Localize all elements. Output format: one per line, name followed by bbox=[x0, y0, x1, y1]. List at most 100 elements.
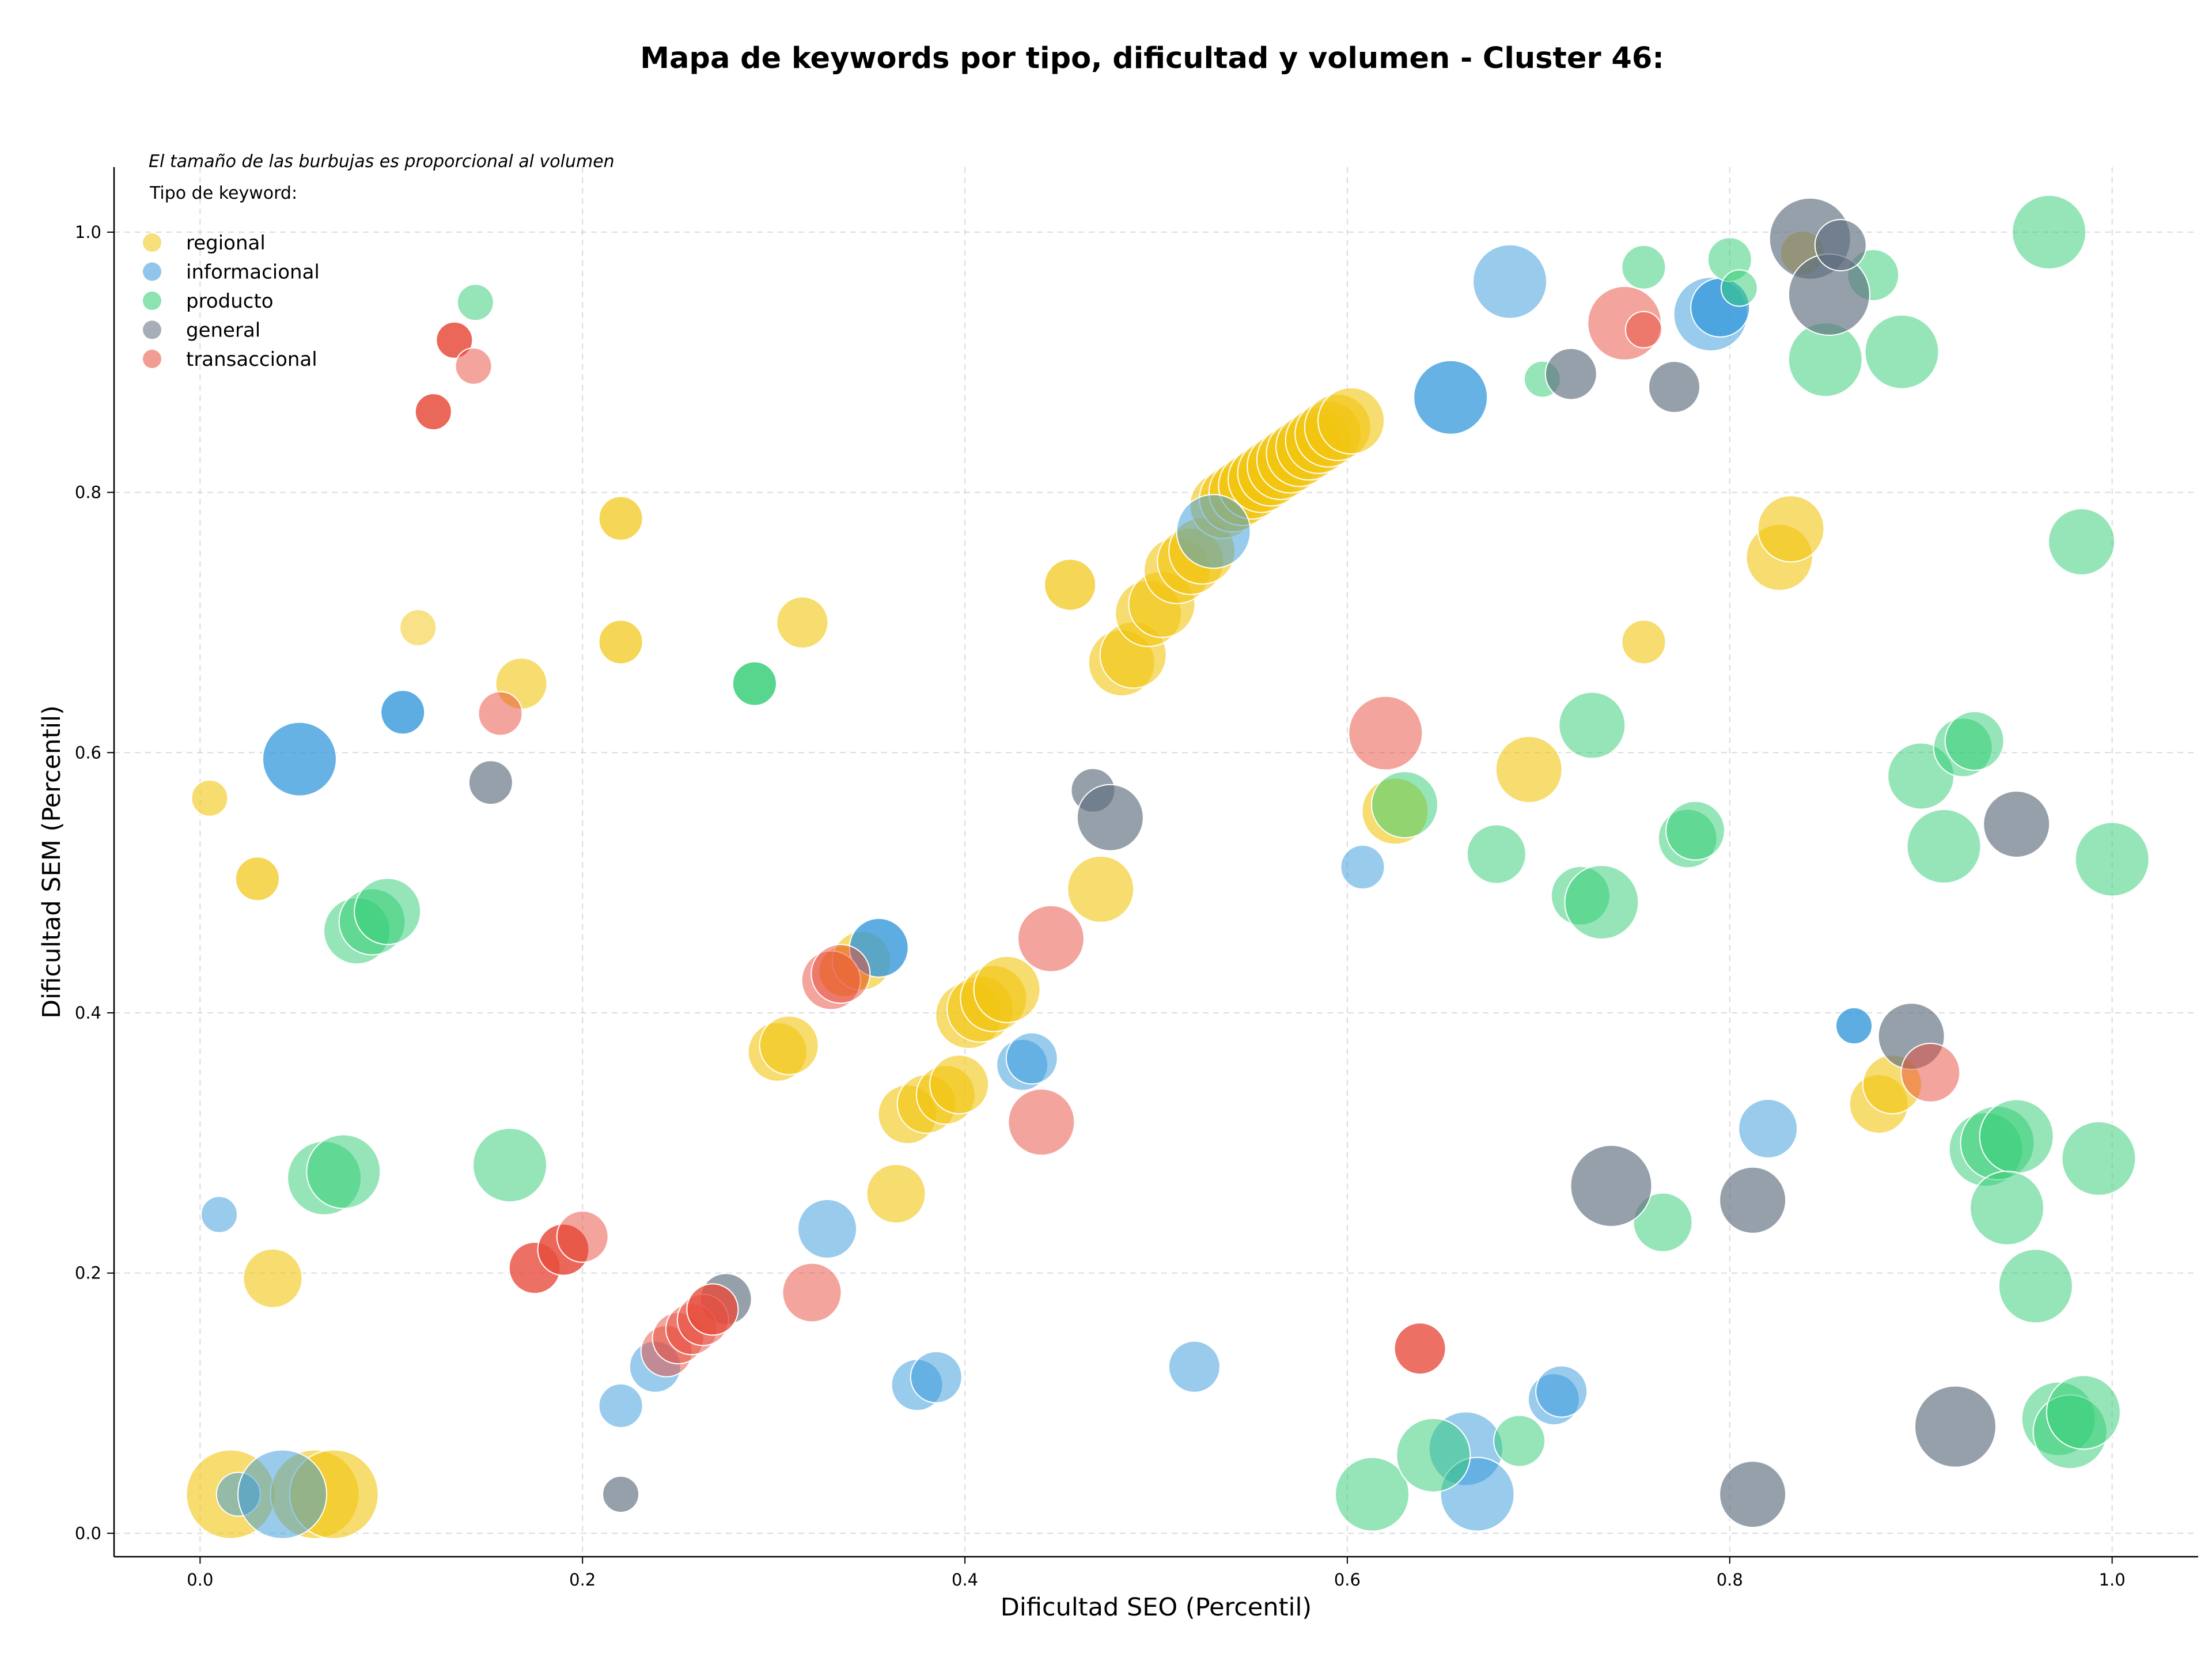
legend-label-producto: producto bbox=[186, 290, 274, 313]
legend-label-regional: regional bbox=[186, 232, 266, 255]
bubble-informacional bbox=[380, 690, 426, 735]
bubble-informacional bbox=[262, 721, 337, 797]
bubble-general bbox=[602, 1475, 640, 1514]
bubble-transaccional bbox=[556, 1210, 609, 1263]
y-tick-label: 0.8 bbox=[75, 483, 101, 502]
x-axis-label: Dificultad SEO (Percentil) bbox=[1001, 1593, 1312, 1622]
bubble-informacional bbox=[1413, 360, 1488, 435]
bubble-general bbox=[468, 760, 513, 805]
bubble-informacional bbox=[797, 1198, 858, 1259]
axes bbox=[113, 167, 2198, 1558]
bubble-informacional bbox=[598, 1383, 643, 1429]
bubble-general bbox=[1719, 1461, 1787, 1528]
legend-marker-regional bbox=[143, 233, 161, 252]
x-tick-label: 1.0 bbox=[2099, 1570, 2126, 1590]
bubble-producto bbox=[1564, 865, 1639, 940]
bubble-producto bbox=[1720, 269, 1758, 307]
bubble-producto bbox=[2012, 194, 2087, 270]
bubble-informacional bbox=[200, 1195, 238, 1234]
bubble-producto bbox=[1371, 771, 1439, 839]
legend-marker-transaccional bbox=[143, 350, 161, 368]
legend-label-transaccional: transaccional bbox=[186, 348, 317, 371]
bubble-regional bbox=[759, 1015, 819, 1076]
bubble-producto bbox=[354, 877, 422, 945]
bubble-transaccional bbox=[686, 1283, 739, 1336]
bubble-producto bbox=[2046, 1375, 2121, 1450]
bubble-regional bbox=[191, 779, 229, 817]
bubble-producto bbox=[1466, 824, 1527, 884]
bubble-informacional bbox=[237, 1449, 328, 1539]
bubble-general bbox=[1076, 784, 1144, 852]
bubble-producto bbox=[1906, 808, 1982, 884]
y-tick-label: 0.0 bbox=[75, 1523, 101, 1543]
bubble-regional bbox=[1317, 387, 1385, 455]
bubble-regional bbox=[243, 1248, 303, 1308]
bubble-producto bbox=[1944, 710, 2005, 771]
y-tick-label: 1.0 bbox=[75, 222, 101, 242]
bubble-transaccional bbox=[435, 321, 474, 359]
legend-marker-general bbox=[143, 320, 161, 339]
bubble-transaccional bbox=[1900, 1042, 1961, 1103]
bubble-regional bbox=[776, 596, 829, 649]
legend-marker-producto bbox=[143, 292, 161, 310]
bubble-producto bbox=[2061, 1121, 2137, 1196]
bubble-informacional bbox=[1340, 845, 1385, 890]
bubble-producto bbox=[456, 283, 494, 321]
bubble-transaccional bbox=[414, 393, 452, 431]
bubble-regional bbox=[929, 1054, 990, 1115]
bubble-transaccional bbox=[454, 347, 493, 385]
legend: Tipo de keyword: regional informacional pr… bbox=[143, 183, 320, 371]
bubble-transaccional bbox=[782, 1262, 842, 1323]
bubble-regional bbox=[1495, 736, 1563, 804]
x-tick-label: 0.8 bbox=[1717, 1570, 1743, 1590]
chart-title: Mapa de keywords por tipo, dificultad y … bbox=[640, 41, 1664, 75]
bubble-regional bbox=[1621, 619, 1666, 665]
bubble-regional bbox=[866, 1163, 926, 1224]
x-tick-label: 0.0 bbox=[187, 1570, 213, 1590]
bubble-producto bbox=[1493, 1414, 1546, 1467]
bubble-transaccional bbox=[1348, 695, 1423, 771]
bubble-informacional bbox=[1472, 244, 1548, 319]
bubble-regional bbox=[598, 619, 643, 665]
bubble-size-note: El tamaño de las burbujas es proporciona… bbox=[149, 152, 615, 172]
bubble-informacional bbox=[1535, 1365, 1588, 1418]
bubble-producto bbox=[1633, 1192, 1693, 1253]
bubble-informacional bbox=[1835, 1007, 1873, 1045]
legend-label-informacional: informacional bbox=[186, 261, 320, 284]
y-tick-label: 0.6 bbox=[75, 743, 101, 762]
bubble-informacional bbox=[1168, 1340, 1221, 1393]
bubble-regional bbox=[234, 856, 280, 902]
bubble-transaccional bbox=[1624, 311, 1662, 349]
bubble-producto bbox=[1396, 1417, 1471, 1493]
bubble-producto bbox=[1335, 1456, 1410, 1532]
bubble-regional bbox=[973, 955, 1041, 1023]
bubble-producto bbox=[472, 1127, 548, 1203]
ticks: 0.0 0.2 0.4 0.6 0.8 1.0 0.0 0.2 0.4 0.6 0.8 1.0 bbox=[75, 222, 2126, 1590]
x-tick-label: 0.4 bbox=[952, 1570, 978, 1590]
bubble-informacional bbox=[1005, 1032, 1058, 1085]
bubble-producto bbox=[1558, 691, 1626, 759]
bubble-general bbox=[1719, 1166, 1787, 1234]
bubble-regional bbox=[1067, 855, 1135, 923]
bubble-producto bbox=[306, 1134, 381, 1209]
x-tick-label: 0.2 bbox=[569, 1570, 596, 1590]
legend-title: Tipo de keyword: bbox=[149, 183, 297, 203]
bubble-producto bbox=[1969, 1170, 2045, 1246]
legend-marker-informacional bbox=[143, 262, 161, 281]
bubble-transaccional bbox=[478, 691, 523, 736]
bubble-regional bbox=[598, 495, 643, 541]
bubble-general bbox=[1544, 347, 1597, 400]
bubble-informacional bbox=[1176, 494, 1251, 569]
bubble-producto bbox=[1979, 1099, 2054, 1174]
bubble-general bbox=[1983, 790, 2051, 858]
bubble-producto bbox=[1665, 800, 1726, 861]
bubble-transaccional bbox=[1017, 905, 1085, 973]
bubble-producto bbox=[1864, 314, 1940, 389]
bubble-transaccional bbox=[810, 944, 871, 1004]
bubble-informacional bbox=[1738, 1098, 1798, 1159]
bubble-transaccional bbox=[1393, 1322, 1446, 1375]
bubble-general bbox=[1814, 219, 1867, 272]
legend-label-general: general bbox=[186, 319, 260, 342]
bubble-general bbox=[1648, 361, 1701, 414]
x-tick-label: 0.6 bbox=[1334, 1570, 1361, 1590]
